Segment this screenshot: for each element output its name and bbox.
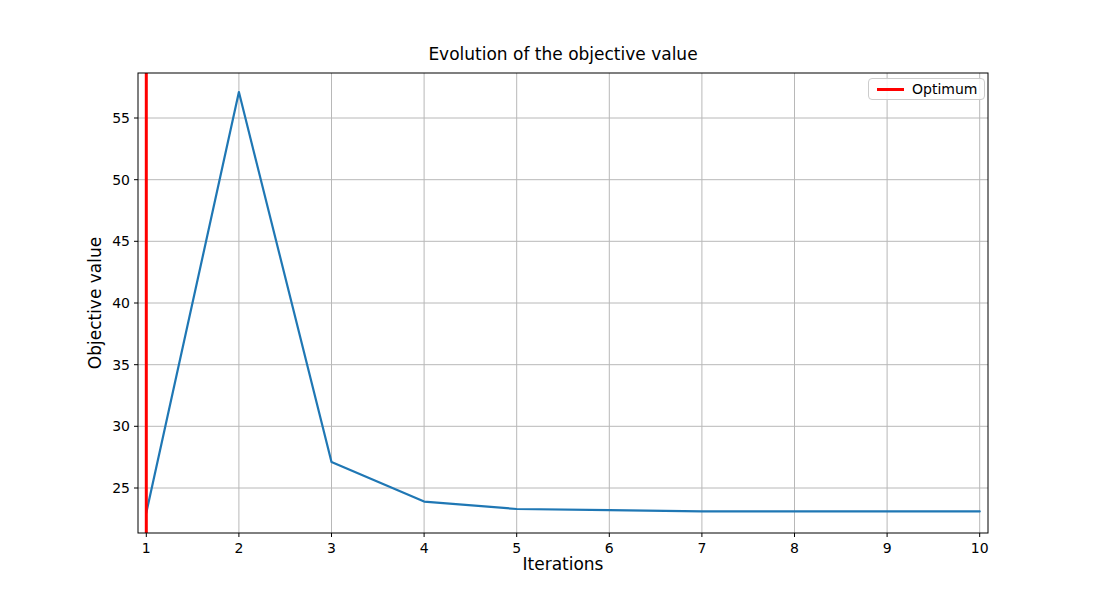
legend: Optimum	[868, 78, 985, 100]
y-tick-label: 40	[112, 295, 130, 311]
figure: 1234567891025303540455055 Evolution of t…	[0, 0, 1100, 600]
legend-line-swatch	[877, 88, 904, 91]
chart-title: Evolution of the objective value	[138, 44, 988, 64]
y-axis-label: Objective value	[85, 237, 105, 369]
y-tick-label: 45	[112, 233, 130, 249]
y-tick-label: 30	[112, 418, 130, 434]
x-axis-label: Iterations	[138, 554, 988, 574]
objective-value-line	[146, 92, 979, 513]
y-tick-label: 55	[112, 110, 130, 126]
legend-label: Optimum	[912, 82, 977, 96]
y-tick-label: 50	[112, 172, 130, 188]
y-tick-label: 35	[112, 357, 130, 373]
y-tick-label: 25	[112, 480, 130, 496]
